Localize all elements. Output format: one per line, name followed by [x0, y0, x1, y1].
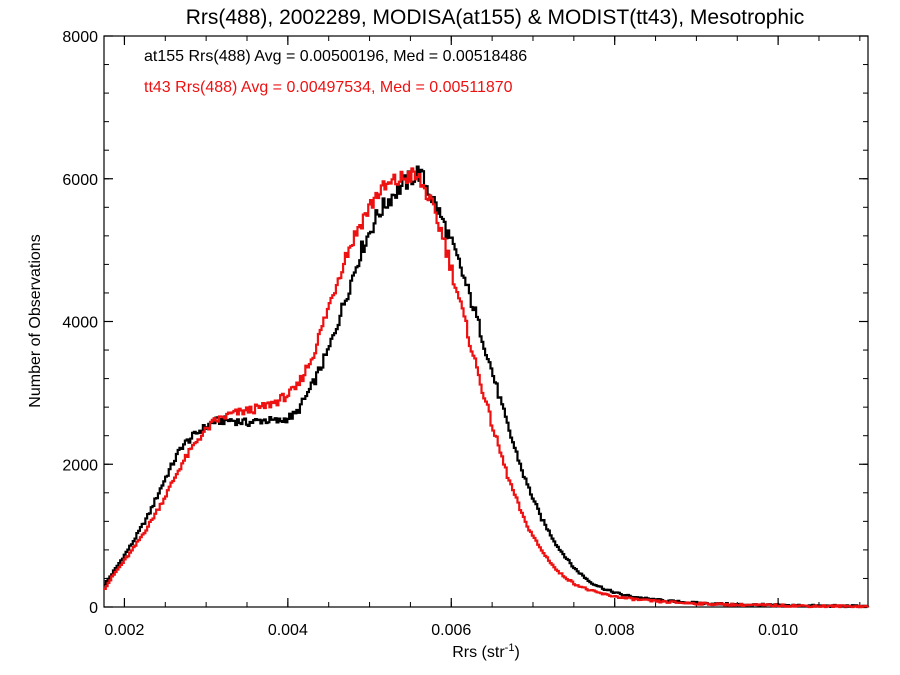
y-axis-label: Number of Observations — [27, 234, 44, 407]
x-axis-label-tail: ) — [514, 644, 519, 661]
series-group — [104, 165, 870, 609]
plot-frame — [103, 35, 869, 608]
legend-entry-at155: at155 Rrs(488) Avg = 0.00500196, Med = 0… — [144, 48, 527, 65]
y-tick-label: 4000 — [62, 315, 98, 332]
chart-title: Rrs(488), 2002289, MODISA(at155) & MODIS… — [186, 6, 805, 29]
x-tick-label: 0.010 — [758, 622, 798, 639]
x-tick-label: 0.008 — [595, 622, 635, 639]
x-axis-label-main: Rrs (str — [452, 644, 505, 661]
series-at155-line — [104, 165, 870, 609]
series-tt43-line — [104, 167, 870, 609]
x-axis-label-superscript: -1 — [505, 642, 515, 654]
x-tick-label: 0.002 — [104, 622, 144, 639]
x-tick-label: 0.004 — [268, 622, 308, 639]
y-tick-label: 6000 — [62, 172, 98, 189]
legend-entry-tt43: tt43 Rrs(488) Avg = 0.00497534, Med = 0.… — [144, 79, 513, 96]
y-axis: 0 2000 4000 6000 8000 — [62, 29, 868, 617]
x-axis-label: Rrs (str-1) — [452, 642, 520, 661]
y-tick-label: 2000 — [62, 457, 98, 474]
y-tick-label: 0 — [89, 600, 98, 617]
y-tick-label: 8000 — [62, 29, 98, 46]
x-tick-label: 0.006 — [431, 622, 471, 639]
x-axis: 0.002 0.004 0.006 0.008 0.010 — [104, 36, 861, 639]
